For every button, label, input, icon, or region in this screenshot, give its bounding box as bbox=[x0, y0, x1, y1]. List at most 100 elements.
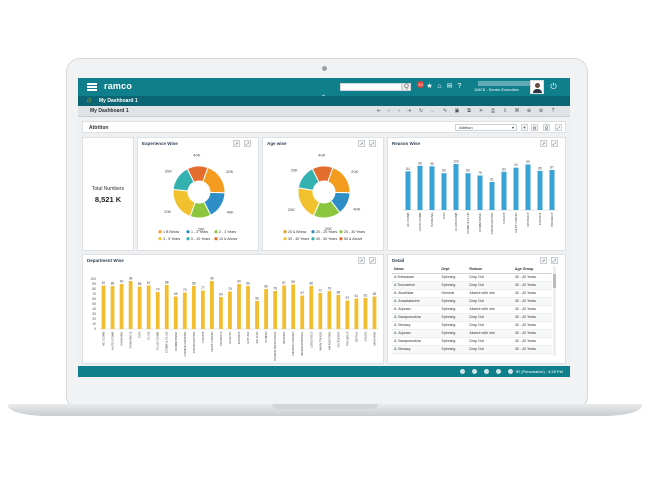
first-page-icon[interactable]: ⇤ bbox=[376, 108, 382, 114]
export-chart-icon[interactable]: ⇗ bbox=[233, 140, 240, 147]
reason-panel: Reason Wise ⇗ ⤢ 84 AC COMB 96 AUTO COMB 95 BA… bbox=[387, 137, 566, 251]
y-tick-label: 70 bbox=[92, 292, 96, 296]
user-status-icon[interactable] bbox=[508, 369, 513, 374]
filter-icon[interactable]: ▼ bbox=[521, 124, 528, 131]
mail-icon[interactable]: ✉ bbox=[446, 83, 453, 90]
save-icon[interactable]: ▣ bbox=[454, 108, 460, 114]
category-label: CONTRACTOR bbox=[490, 212, 494, 235]
slice-label: 20K bbox=[226, 169, 233, 174]
bar bbox=[453, 164, 459, 210]
export-chart-icon[interactable]: ⇗ bbox=[358, 140, 365, 147]
globe-icon[interactable] bbox=[484, 369, 489, 374]
data-label: 80 bbox=[442, 169, 446, 173]
collapse-icon[interactable]: ⌃ bbox=[321, 95, 327, 101]
home-shortcut-icon[interactable]: ⌂ bbox=[437, 83, 442, 90]
status-text: IR (Personalize) : 4:28 PM bbox=[516, 369, 563, 374]
column-header[interactable]: Reason bbox=[467, 266, 513, 274]
zoom-icon[interactable]: ⊕ bbox=[526, 108, 532, 114]
slice-label: 20K bbox=[325, 226, 332, 231]
avatar[interactable] bbox=[530, 80, 544, 94]
bar bbox=[363, 298, 368, 329]
delete-icon[interactable]: ✕ bbox=[478, 108, 484, 114]
clock-icon[interactable] bbox=[496, 369, 501, 374]
maximize-icon[interactable]: ⤢ bbox=[551, 257, 558, 264]
column-header[interactable]: Name bbox=[392, 266, 440, 274]
table-row[interactable]: A. Baraponolsha Spinning Drop Out 30 - 40 Y… bbox=[392, 313, 552, 322]
info-icon[interactable] bbox=[472, 369, 477, 374]
category-label: CONFIGURATOR bbox=[183, 331, 187, 357]
legend-label: 25 - 30 Years bbox=[344, 230, 365, 234]
key-icon[interactable] bbox=[460, 369, 465, 374]
last-page-icon[interactable]: ⇥ bbox=[406, 108, 412, 114]
attach-icon[interactable]: ⌘ bbox=[514, 108, 520, 114]
notification-badge[interactable]: 45 bbox=[417, 81, 424, 88]
next-page-icon[interactable]: › bbox=[398, 108, 400, 114]
bar bbox=[164, 285, 169, 329]
total-panel: Total Numbers 8,521 K bbox=[82, 137, 134, 251]
table-row[interactable]: A Tirumalesh Spinning Drop Out 30 - 40 Year… bbox=[392, 281, 552, 290]
bar bbox=[264, 289, 268, 329]
chart-type-icon[interactable]: ▤ bbox=[531, 124, 538, 131]
experience-pie-chart: 20K 40K 20K 20K 20K 40K 1 B Below 1 - 2 Years 2 … bbox=[158, 153, 237, 241]
data-label: 76 bbox=[273, 287, 277, 291]
search-input[interactable] bbox=[340, 83, 402, 91]
power-icon[interactable]: ⏻ bbox=[550, 82, 557, 91]
scrollbar[interactable] bbox=[553, 266, 556, 356]
category-label: INDOOR bbox=[282, 331, 286, 344]
print-panel-icon[interactable]: ⎙ bbox=[543, 124, 550, 131]
export-icon[interactable]: ⇪ bbox=[502, 108, 508, 114]
menu-icon[interactable] bbox=[87, 83, 97, 91]
data-label: 76 bbox=[328, 287, 332, 291]
fullscreen-icon[interactable]: ⤢ bbox=[555, 124, 562, 131]
export-chart-icon[interactable]: ⇗ bbox=[540, 140, 547, 147]
search-button[interactable]: Q bbox=[402, 83, 411, 91]
maximize-icon[interactable]: ⤢ bbox=[369, 140, 376, 147]
prev-page-icon[interactable]: ‹ bbox=[388, 108, 390, 114]
table-row[interactable]: A. Arjunan Spinning Absent with info 30 - 4… bbox=[392, 329, 552, 338]
print-icon[interactable]: ⎙ bbox=[490, 108, 495, 114]
table-row[interactable]: A. Benacy Spinning Drop Out 30 - 40 Years bbox=[392, 321, 552, 330]
panel-title: Department Wise bbox=[87, 258, 124, 263]
filter-select[interactable]: Attrition bbox=[455, 124, 517, 131]
category-label: OUTDOOR bbox=[336, 331, 340, 348]
experience-panel: Experience Wise ⇗ ⤢ 20K 40K 20K 20K 20K 40K 1 … bbox=[137, 137, 259, 251]
back-icon[interactable]: ← bbox=[430, 108, 436, 114]
table-row[interactable]: A. Anwalakshmi Spinning Drop Out 30 - 40 Ye… bbox=[392, 297, 552, 306]
slice-label: 40K bbox=[353, 206, 360, 211]
edit-icon[interactable]: ✎ bbox=[442, 108, 448, 114]
copy-icon[interactable]: ⧉ bbox=[467, 108, 471, 114]
maximize-icon[interactable]: ⤢ bbox=[244, 140, 251, 147]
y-tick-label: 10 bbox=[92, 322, 96, 326]
help-toolbar-icon[interactable]: ? bbox=[551, 108, 555, 114]
table-cell: A. Arjunan bbox=[392, 305, 440, 314]
breadcrumb[interactable]: My Dashboard 1 bbox=[99, 98, 138, 104]
help-icon[interactable]: ? bbox=[457, 83, 462, 90]
settings-icon[interactable]: ⚙ bbox=[538, 108, 544, 114]
home-icon[interactable]: ⌂ bbox=[87, 97, 92, 104]
legend-swatch bbox=[283, 230, 287, 234]
category-label: PROJECT bbox=[345, 331, 349, 346]
export-chart-icon[interactable]: ⇗ bbox=[358, 257, 365, 264]
data-label: 80 bbox=[264, 285, 268, 289]
data-label: 65 bbox=[174, 292, 178, 296]
table-row[interactable]: A. Arjunan Spinning Absent with info 30 - 4… bbox=[392, 305, 552, 314]
legend-label: 20 & Below bbox=[288, 230, 307, 234]
star-icon[interactable]: ★ bbox=[426, 83, 433, 90]
data-label: 86 bbox=[111, 282, 115, 286]
table-row[interactable]: A. Abubhkar General Absent with info 30 - 4… bbox=[392, 289, 552, 298]
column-header[interactable]: Dept bbox=[439, 266, 468, 274]
refresh-icon[interactable]: ↻ bbox=[418, 108, 424, 114]
table-row[interactable]: A. Baraponolsha Spinning Drop Out 30 - 40 Y… bbox=[392, 337, 552, 346]
legend-swatch bbox=[214, 230, 218, 234]
legend-swatch bbox=[158, 230, 162, 234]
maximize-icon[interactable]: ⤢ bbox=[551, 140, 558, 147]
table-row[interactable]: A Srinivasan Spinning Drop Out 30 - 40 Year… bbox=[392, 273, 552, 282]
table-row[interactable]: A. Benacy Spinning Drop Out 30 - 40 Years bbox=[392, 345, 552, 354]
data-label: 96 bbox=[129, 277, 133, 281]
maximize-icon[interactable]: ⤢ bbox=[369, 257, 376, 264]
data-label: 77 bbox=[201, 286, 205, 290]
export-chart-icon[interactable]: ⇗ bbox=[540, 257, 547, 264]
scroll-thumb[interactable] bbox=[553, 274, 556, 288]
column-header[interactable]: Age Group bbox=[512, 266, 552, 274]
data-label: 65 bbox=[373, 292, 377, 296]
